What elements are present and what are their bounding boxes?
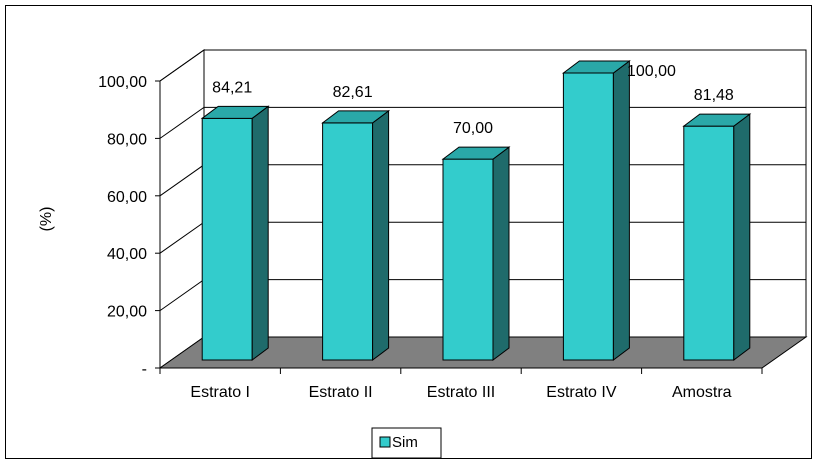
bar-front bbox=[562, 72, 614, 361]
bar-front bbox=[201, 117, 253, 361]
x-tick-label: Estrato IV bbox=[546, 384, 617, 401]
bar-side bbox=[733, 113, 751, 361]
legend: Sim bbox=[371, 427, 442, 459]
bar-side bbox=[251, 105, 269, 361]
y-tick-label: 100,00 bbox=[98, 74, 147, 91]
bar-front bbox=[683, 125, 735, 361]
x-tick-label: Amostra bbox=[672, 384, 732, 401]
chart-frame: - 20,00 40,00 60,00 80,00 100,00 Estrato I Estr… bbox=[5, 5, 812, 459]
bar-front bbox=[442, 158, 494, 361]
bar-top bbox=[561, 60, 631, 74]
y-tick-label: - bbox=[142, 361, 147, 378]
legend-swatch-sim bbox=[379, 436, 391, 448]
bar-side bbox=[612, 60, 630, 361]
x-tick-label: Estrato II bbox=[309, 384, 373, 401]
y-tick-label: 80,00 bbox=[107, 131, 147, 148]
y-tick-label: 60,00 bbox=[107, 189, 147, 206]
data-label: 100,00 bbox=[627, 63, 676, 80]
bar-top bbox=[441, 146, 511, 160]
bar-chart: - 20,00 40,00 60,00 80,00 100,00 Estrato I Estr… bbox=[38, 49, 808, 459]
data-label: 70,00 bbox=[453, 120, 493, 137]
tick-labels: - 20,00 40,00 60,00 80,00 100,00 Estrato I Estr… bbox=[98, 74, 732, 401]
gridline bbox=[159, 49, 806, 82]
data-label: 84,21 bbox=[212, 79, 252, 96]
x-tick-label: Estrato I bbox=[190, 384, 250, 401]
axes bbox=[155, 80, 763, 374]
bar-top bbox=[200, 105, 270, 119]
legend-label-sim: Sim bbox=[392, 434, 418, 451]
data-label: 81,48 bbox=[694, 87, 734, 104]
data-label: 82,61 bbox=[333, 84, 373, 101]
bar-side bbox=[492, 146, 510, 361]
y-tick-label: 40,00 bbox=[107, 246, 147, 263]
bar-top bbox=[321, 110, 391, 124]
y-axis-label: (%) bbox=[38, 207, 55, 232]
bar-top bbox=[682, 113, 752, 127]
bars bbox=[200, 60, 752, 361]
side-wall bbox=[159, 49, 205, 369]
bar-side bbox=[372, 109, 390, 361]
y-tick-label: 20,00 bbox=[107, 304, 147, 321]
data-labels: 84,21 82,61 70,00 100,00 81,48 bbox=[212, 63, 734, 137]
bar-front bbox=[322, 122, 374, 361]
x-tick-label: Estrato III bbox=[427, 384, 495, 401]
